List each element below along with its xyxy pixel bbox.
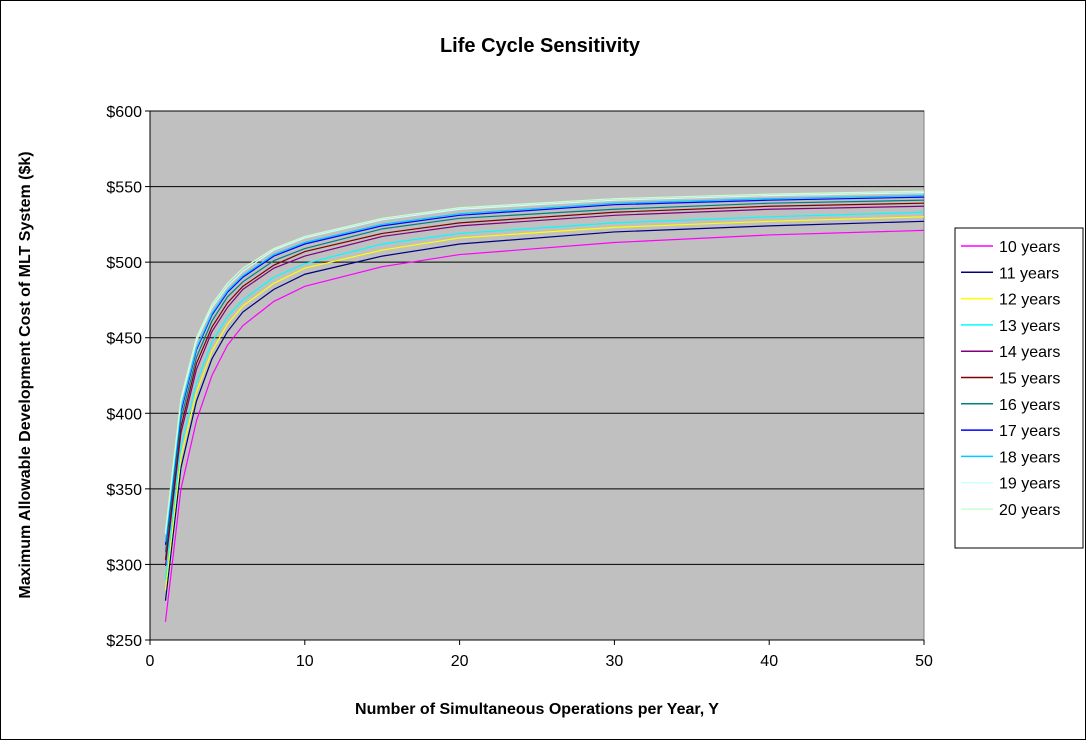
legend-label: 19 years xyxy=(999,476,1060,493)
y-axis-label: Maximum Allowable Development Cost of ML… xyxy=(17,151,34,599)
legend-label: 17 years xyxy=(999,423,1060,440)
legend-label: 13 years xyxy=(999,318,1060,335)
series-line xyxy=(164,199,925,553)
series-line xyxy=(164,229,925,622)
y-tick-label: $500 xyxy=(106,255,142,272)
legend-label: 20 years xyxy=(999,502,1060,519)
y-tick-label: $350 xyxy=(106,482,142,499)
legend-label: 11 years xyxy=(999,265,1059,282)
y-tick-label: $450 xyxy=(106,331,142,348)
legend-label: 10 years xyxy=(999,239,1060,256)
x-tick-label: 40 xyxy=(760,653,778,670)
x-axis-label: Number of Simultaneous Operations per Ye… xyxy=(355,701,719,718)
y-axis-label-box: Maximum Allowable Development Cost of ML… xyxy=(17,151,34,599)
series-line xyxy=(164,192,925,535)
legend-label: 16 years xyxy=(999,397,1060,414)
legend-label: 12 years xyxy=(999,292,1060,309)
series-line xyxy=(164,205,925,567)
series-line xyxy=(164,190,925,532)
series-line xyxy=(164,211,925,580)
legend-label: 18 years xyxy=(999,449,1060,466)
x-tick-label: 30 xyxy=(606,653,624,670)
legend-label: 15 years xyxy=(999,371,1060,388)
legend-box xyxy=(954,227,1084,549)
series-line xyxy=(164,195,925,542)
x-tick-label: 0 xyxy=(146,653,155,670)
plot-area xyxy=(149,110,925,641)
y-tick-label: $400 xyxy=(106,406,142,423)
y-tick-label: $300 xyxy=(106,557,142,574)
series-line xyxy=(164,216,925,591)
y-tick-label: $250 xyxy=(106,633,142,650)
chart-title: Life Cycle Sensitivity xyxy=(440,35,641,57)
x-tick-label: 50 xyxy=(915,653,933,670)
y-tick-label: $550 xyxy=(106,180,142,197)
series-line xyxy=(164,220,925,601)
y-tick-label: $600 xyxy=(106,104,142,121)
x-tick-label: 10 xyxy=(296,653,314,670)
x-tick-label: 20 xyxy=(451,653,469,670)
series-line xyxy=(164,202,925,560)
legend-label: 14 years xyxy=(999,344,1060,361)
